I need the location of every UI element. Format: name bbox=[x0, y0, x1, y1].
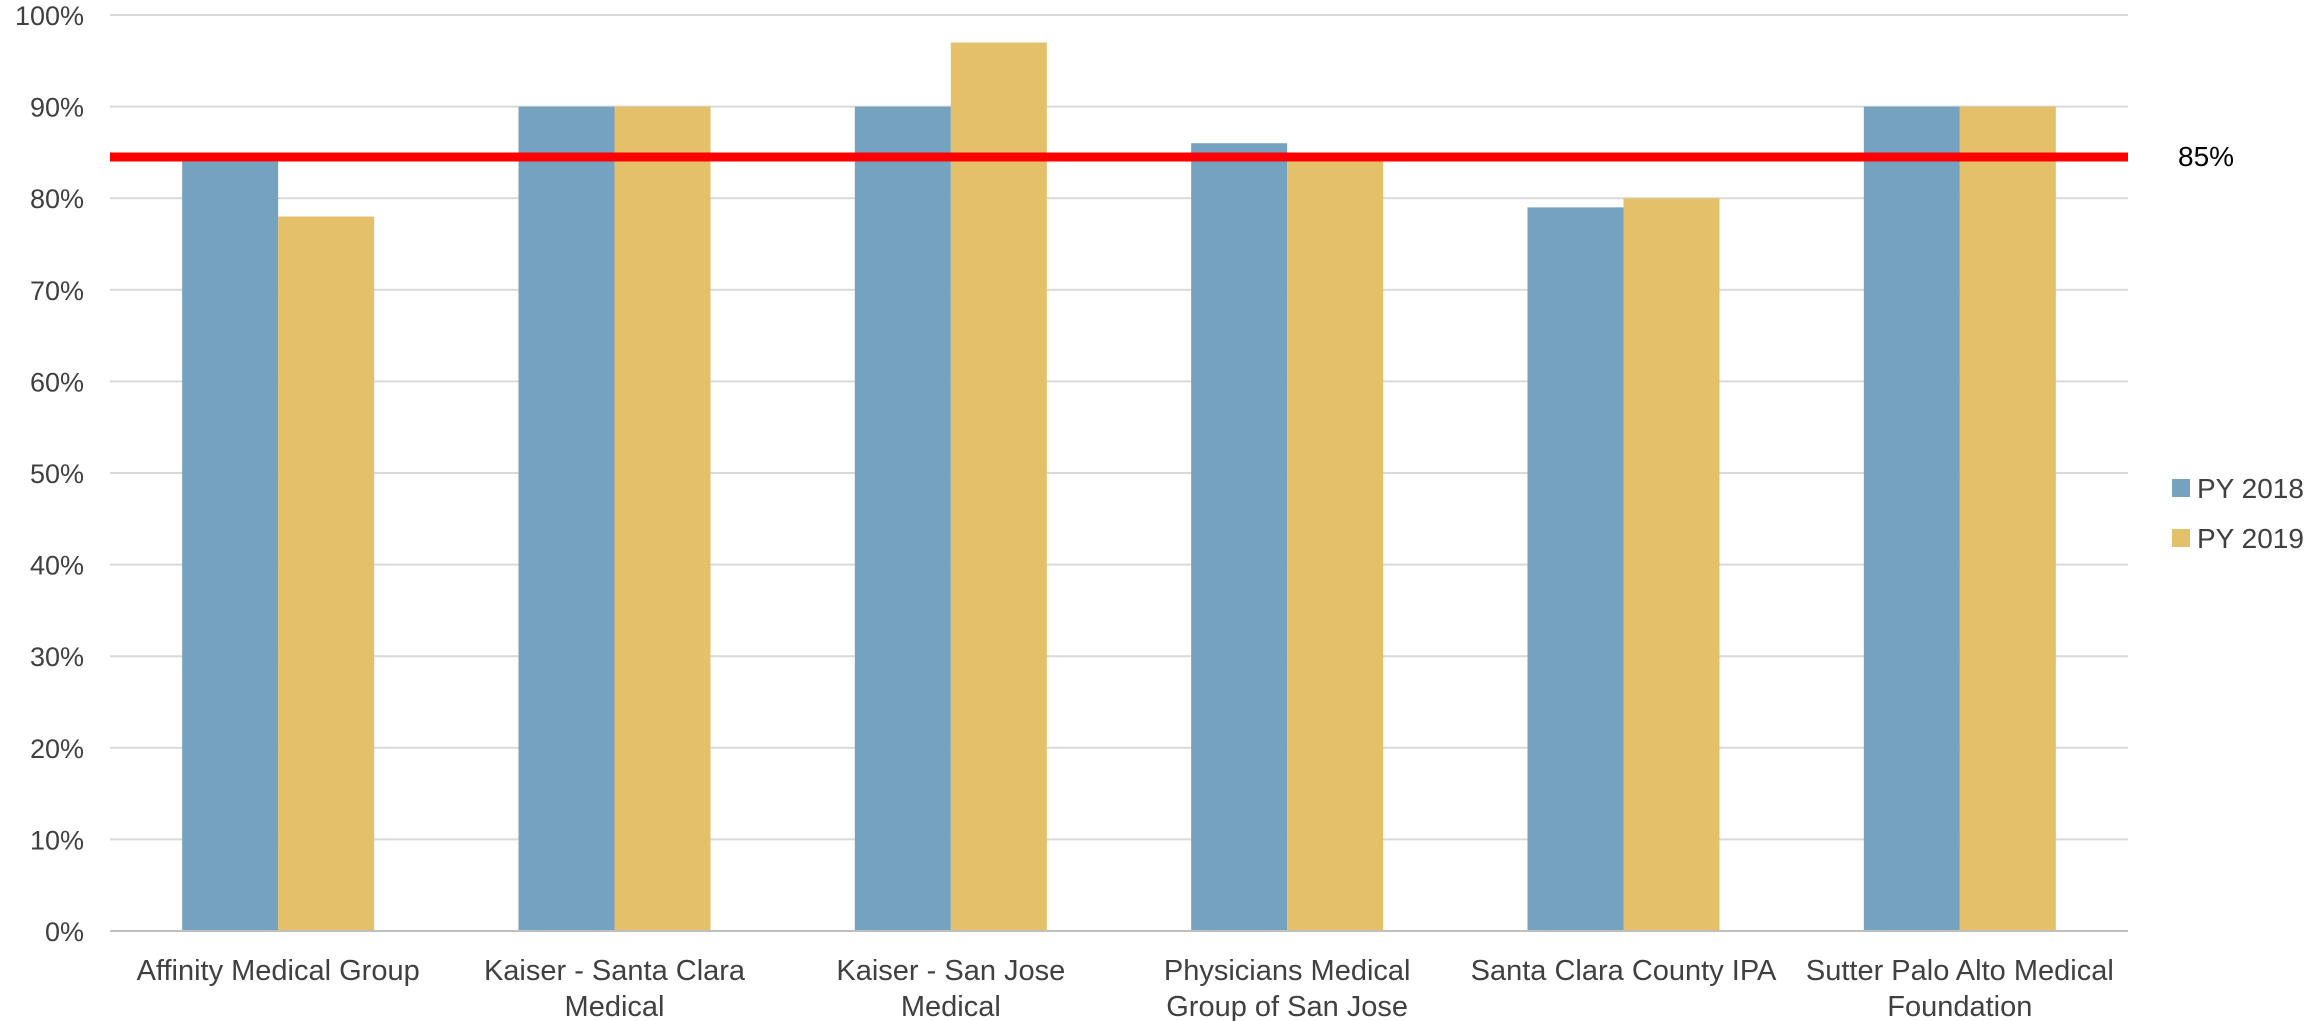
bars bbox=[182, 42, 2056, 932]
bar-py-2018 bbox=[1527, 207, 1624, 932]
legend-label: PY 2019 bbox=[2197, 523, 2304, 554]
legend-swatch bbox=[2172, 529, 2190, 547]
bar-py-2018 bbox=[1863, 106, 1960, 932]
y-tick-label: 20% bbox=[30, 734, 84, 764]
bar-py-2019 bbox=[278, 216, 375, 931]
y-tick-label: 60% bbox=[30, 367, 84, 397]
bar-py-2019 bbox=[614, 106, 711, 932]
x-category-label: Kaiser - San Jose Medical bbox=[836, 955, 1065, 1021]
y-tick-label: 0% bbox=[45, 917, 84, 947]
x-category-label: Physicians Medical Group of San Jose bbox=[1164, 955, 1411, 1021]
reference-line-group: 85% bbox=[110, 141, 2234, 172]
y-tick-label: 100% bbox=[15, 1, 84, 31]
reference-line-label: 85% bbox=[2178, 141, 2234, 172]
bar-py-2018 bbox=[182, 161, 279, 931]
x-category-label: Santa Clara County IPA bbox=[1471, 955, 1777, 987]
gridlines bbox=[110, 14, 2128, 841]
y-tick-label: 70% bbox=[30, 276, 84, 306]
y-tick-label: 10% bbox=[30, 825, 84, 855]
x-category-label: Kaiser - Santa Clara Medical bbox=[484, 955, 746, 1021]
x-category-label: Affinity Medical Group bbox=[137, 955, 420, 987]
x-category-label: Sutter Palo Alto Medical Foundation bbox=[1806, 955, 2114, 1021]
y-tick-label: 30% bbox=[30, 642, 84, 672]
legend-swatch bbox=[2172, 479, 2190, 497]
y-tick-label: 80% bbox=[30, 184, 84, 214]
y-tick-label: 90% bbox=[30, 93, 84, 123]
y-tick-label: 40% bbox=[30, 551, 84, 581]
x-axis-category-labels: Affinity Medical Group Kaiser - Santa Cla… bbox=[137, 955, 2114, 1021]
y-tick-label: 50% bbox=[30, 459, 84, 489]
legend: PY 2018 PY 2019 bbox=[2172, 473, 2304, 554]
bar-py-2019 bbox=[1287, 161, 1384, 931]
bar-py-2018 bbox=[854, 106, 951, 932]
bar-py-2019 bbox=[950, 42, 1047, 932]
bar-py-2018 bbox=[1191, 143, 1288, 932]
bar-py-2019 bbox=[1623, 198, 1720, 931]
legend-label: PY 2018 bbox=[2197, 473, 2304, 504]
bar-py-2018 bbox=[518, 106, 615, 932]
y-axis-tick-labels: 0% 10% 20% 30% 40% 50% 60% 70% 80% 90% 100% bbox=[15, 1, 84, 947]
bar-py-2019 bbox=[1959, 106, 2056, 932]
